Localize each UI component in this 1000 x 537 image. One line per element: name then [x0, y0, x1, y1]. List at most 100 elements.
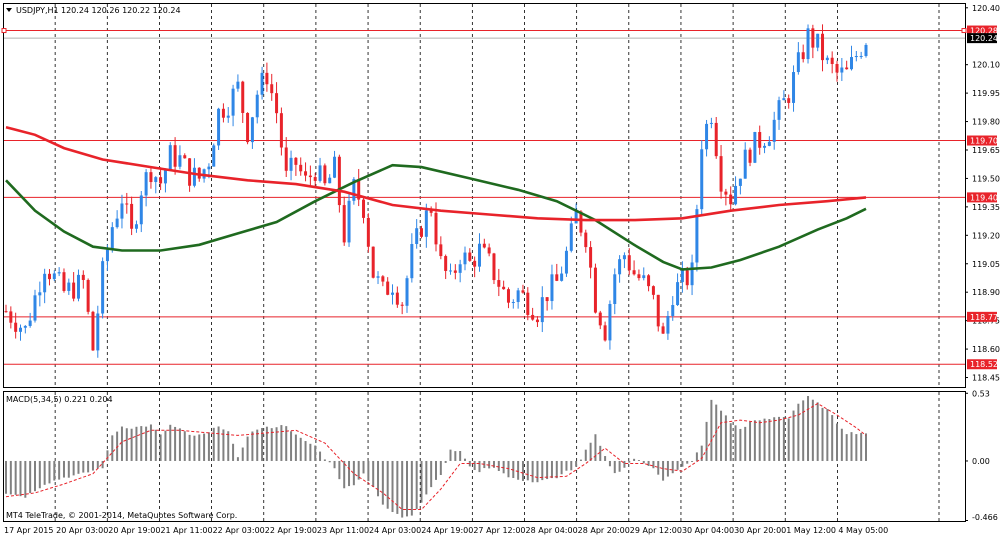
- price-tick-label: 119.65: [972, 146, 1000, 155]
- candle-body: [4, 311, 8, 313]
- level-handle-icon[interactable]: [961, 28, 967, 34]
- candle-body: [18, 327, 22, 332]
- candle-body: [294, 157, 298, 165]
- time-tick-label: 30 Apr 04:00: [682, 526, 734, 535]
- candle-body: [816, 33, 820, 48]
- candle-body: [217, 108, 221, 146]
- candle-body: [767, 141, 771, 146]
- symbol-dropdown-icon[interactable]: [6, 8, 12, 12]
- candle-body: [550, 274, 554, 302]
- candle-body: [748, 149, 752, 163]
- candle-body: [173, 145, 177, 167]
- candle-body: [743, 149, 747, 179]
- candle-body: [395, 292, 399, 305]
- candle-body: [637, 274, 641, 279]
- candle-body: [299, 164, 303, 172]
- price-tick-label: 119.50: [972, 174, 1000, 183]
- time-tick-label: 24 Apr 03:00: [369, 526, 421, 535]
- candle-body: [444, 256, 448, 271]
- candle-body: [246, 112, 250, 143]
- candle-body: [618, 259, 622, 275]
- candle-body: [589, 247, 593, 268]
- candle-body: [487, 247, 491, 254]
- candle-body: [125, 203, 129, 205]
- bid-price-tag: [967, 33, 997, 44]
- candle-body: [33, 295, 37, 321]
- time-tick-label: 30 Apr 20:00: [734, 526, 786, 535]
- candle-body: [357, 179, 361, 200]
- macd-tick-label: 0.00: [972, 457, 990, 466]
- candle-body: [792, 72, 796, 103]
- price-tick-label: 119.95: [972, 89, 1000, 98]
- candle-body: [555, 274, 559, 281]
- candle-body: [840, 67, 844, 73]
- candle-body: [352, 179, 356, 201]
- candle-body: [535, 319, 539, 323]
- candle-body: [526, 292, 530, 315]
- candle-body: [415, 228, 419, 245]
- candle-body: [400, 304, 404, 306]
- price-panel[interactable]: [3, 3, 966, 388]
- candle-body: [734, 185, 738, 205]
- candle-body: [289, 157, 293, 171]
- candle-body: [304, 171, 308, 176]
- macd-axis: 0.53 0.00 -0.466: [965, 389, 998, 522]
- candle-body: [101, 261, 105, 314]
- time-tick-label: 28 Apr 20:00: [578, 526, 630, 535]
- candle-body: [72, 282, 76, 299]
- candle-body: [96, 313, 100, 351]
- candle-body: [497, 280, 501, 287]
- candle-body: [477, 243, 481, 267]
- candle-body: [661, 326, 665, 334]
- macd-tick-label: -0.466: [972, 513, 998, 522]
- candle-body: [647, 275, 651, 287]
- candle-body: [439, 244, 443, 257]
- level-price-tag: [967, 192, 997, 203]
- candle-body: [753, 132, 757, 163]
- candle-body: [284, 147, 288, 171]
- price-tick-label: 118.60: [972, 345, 1000, 354]
- candle-body: [666, 315, 670, 334]
- candle-body: [714, 122, 718, 157]
- candle-body: [700, 149, 704, 210]
- candle-body: [337, 156, 341, 206]
- candle-body: [854, 56, 858, 58]
- candle-body: [835, 64, 839, 73]
- candle-body: [159, 177, 163, 184]
- candle-body: [724, 191, 728, 195]
- candle-body: [564, 250, 568, 274]
- candle-body: [680, 270, 684, 283]
- candle-body: [347, 200, 351, 243]
- bid-price-label: 120.24: [970, 34, 998, 43]
- candle-body: [516, 290, 520, 303]
- candle-body: [47, 273, 51, 280]
- candle-body: [308, 175, 312, 178]
- level-price-label: 120.28: [970, 27, 998, 36]
- level-price-tag: [967, 25, 997, 36]
- candle-body: [168, 145, 172, 170]
- time-tick-label: 4 May 05:00: [838, 526, 888, 535]
- level-price-label: 118.52: [970, 360, 998, 369]
- candle-body: [560, 273, 564, 281]
- level-handle-icon[interactable]: [1, 28, 7, 34]
- candle-body: [772, 119, 776, 142]
- candle-body: [502, 286, 506, 290]
- candle-body: [265, 72, 269, 85]
- candle-body: [76, 274, 80, 299]
- candle-body: [110, 227, 114, 250]
- candle-body: [511, 302, 515, 304]
- candle-body: [279, 113, 283, 148]
- candle-body: [656, 294, 660, 327]
- candle-body: [241, 81, 245, 113]
- candle-body: [221, 108, 225, 118]
- candle-body: [275, 93, 279, 114]
- candle-body: [453, 270, 457, 273]
- candle-body: [506, 289, 510, 303]
- level-tags: 120.28 119.70 119.40 118.77 118.52 120.24: [967, 25, 998, 370]
- macd-panel[interactable]: [3, 391, 966, 522]
- candle-body: [758, 132, 762, 148]
- candle-body: [115, 218, 119, 228]
- time-tick-label: 23 Apr 11:00: [317, 526, 369, 535]
- candle-body: [671, 305, 675, 316]
